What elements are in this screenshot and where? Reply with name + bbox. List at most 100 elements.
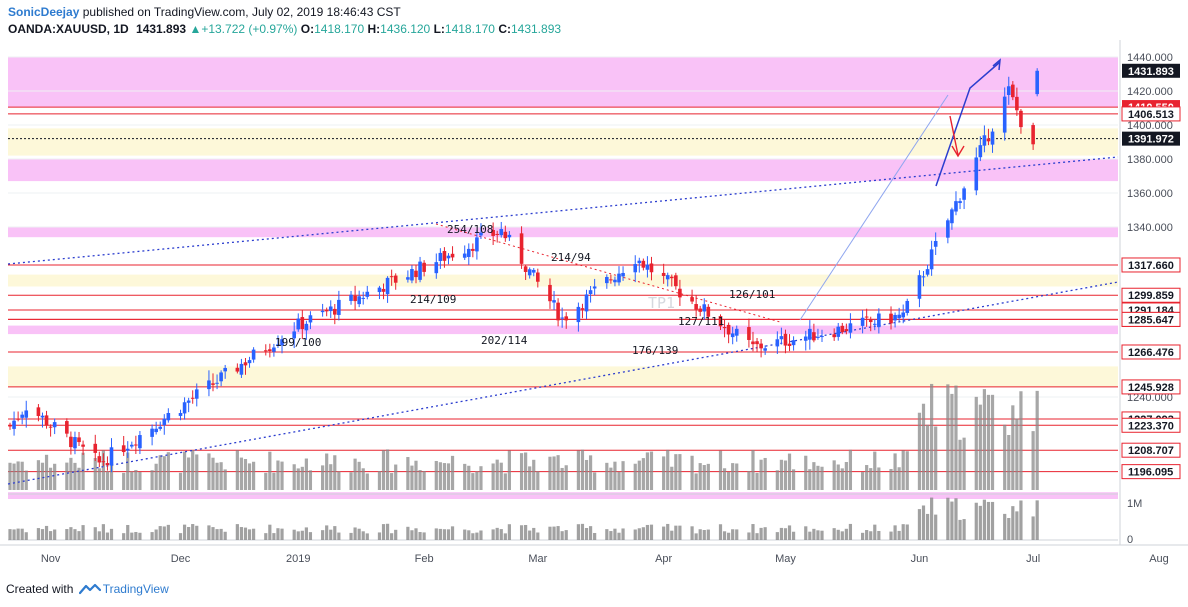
price-tag (1121, 311, 1181, 327)
volume-bar (662, 456, 666, 490)
volume-bar (24, 470, 28, 490)
candle-body (36, 407, 41, 416)
candle-body (954, 201, 958, 212)
candle-body (491, 230, 495, 236)
volume-sub-bar (252, 528, 256, 540)
candle-body (868, 319, 873, 323)
candle-body (726, 324, 731, 335)
volume-sub-bar (978, 505, 982, 540)
price-tag-label: 1223.370 (1128, 420, 1174, 432)
volume-sub-bar (337, 532, 341, 540)
volume-sub-bar (775, 532, 779, 540)
volume-sub-bar (105, 532, 110, 540)
tradingview-link[interactable]: TradingView (102, 582, 169, 596)
volume-bar (917, 412, 922, 490)
candle-body (466, 248, 471, 257)
candle-body (893, 314, 897, 321)
pink-zone-mid (8, 159, 1118, 182)
time-axis[interactable]: Nov Dec 2019 Feb Mar Apr May Jun Jul Aug (0, 544, 1188, 565)
price-axis[interactable]: 1440.000 1420.000 1400.000 1380.000 1360.000… (1119, 40, 1181, 546)
candle-body (353, 295, 357, 302)
volume-sub-bar (243, 527, 248, 540)
candle-body (588, 290, 593, 294)
candle-body (665, 275, 670, 280)
candle-body (556, 302, 560, 321)
volume-sub-bar (893, 525, 897, 540)
volume-bar (252, 461, 256, 490)
candle-body (925, 269, 930, 275)
price-tick-label: 1400.000 (1127, 120, 1173, 132)
author-link[interactable]: SonicDeejay (8, 5, 80, 19)
candle-body (974, 157, 979, 191)
volume-sub-bar (292, 529, 296, 540)
candle-body (471, 248, 475, 251)
price-tick-label: 1420.000 (1127, 86, 1173, 98)
candle-body (649, 263, 654, 273)
candle-body (519, 233, 524, 264)
last-price: 1431.893 (136, 22, 187, 36)
volume-bar (925, 424, 930, 490)
time-tick-label: Aug (1149, 553, 1169, 565)
high-value: 1436.120 (380, 22, 431, 36)
candle-body (69, 436, 73, 448)
candle-body (844, 329, 849, 332)
volume-bar (264, 472, 268, 490)
annotations-layer: 254/108 214/94 214/109 199/100 202/114 126/10… (275, 223, 775, 357)
candle-body (450, 253, 455, 258)
volume-bar (280, 461, 284, 490)
candle-body (763, 348, 767, 351)
candle-body (324, 310, 329, 312)
volume-bar (893, 453, 897, 490)
volume-bar (844, 461, 848, 490)
lower-channel-line (7, 281, 1119, 485)
volume-sub-bar (588, 526, 593, 540)
symbol-label: OANDA:XAUUSD, 1D (8, 22, 129, 36)
volume-sub-bar (333, 526, 337, 540)
candle-body (385, 277, 390, 295)
price-tag-label: 1406.513 (1128, 109, 1174, 121)
volume-bar (946, 384, 950, 490)
volume-sub-bar (272, 533, 276, 540)
volume-sub-bar (532, 527, 536, 540)
candle-body (304, 323, 309, 331)
price-tag-label: 1391.972 (1128, 134, 1174, 146)
candle-body (235, 367, 240, 372)
volume-bar (584, 459, 589, 490)
candle-body (621, 272, 625, 277)
candle-body (523, 266, 528, 272)
candle-body (503, 231, 508, 239)
candle-body (77, 437, 81, 443)
candle-body (787, 343, 792, 346)
volume-sub-bar (637, 528, 641, 540)
volume-sub-bar (934, 514, 938, 540)
trendlines-layer (7, 58, 1119, 485)
volume-bar (471, 473, 475, 490)
volume-bar (394, 464, 398, 490)
candle-body (669, 276, 674, 279)
candle-body (247, 360, 252, 364)
volume-sub-bar (779, 527, 783, 540)
volume-sub-bar (576, 524, 580, 540)
volume-bar (105, 471, 110, 490)
candle-body (860, 317, 865, 326)
candle-body (645, 264, 650, 270)
volume-sub-bar (751, 524, 755, 540)
candle-body (499, 229, 504, 236)
volume-bar (787, 453, 792, 490)
volume-sub-bar (418, 532, 422, 540)
candle-body (552, 300, 556, 303)
candle-body (52, 422, 57, 428)
volume-bar (954, 385, 958, 490)
volume-sub-bar (609, 531, 613, 540)
candle-body (65, 421, 69, 434)
volume-bar (8, 462, 12, 490)
footer: Created with TradingView (6, 582, 169, 596)
candle-body (328, 306, 333, 312)
volume-sub-bar (865, 530, 869, 540)
volume-sub-bar (662, 526, 666, 540)
candle-body (690, 297, 694, 302)
volume-sub-bar (706, 529, 710, 540)
volume-bar (519, 453, 524, 490)
volume-sub-bar (394, 529, 398, 540)
